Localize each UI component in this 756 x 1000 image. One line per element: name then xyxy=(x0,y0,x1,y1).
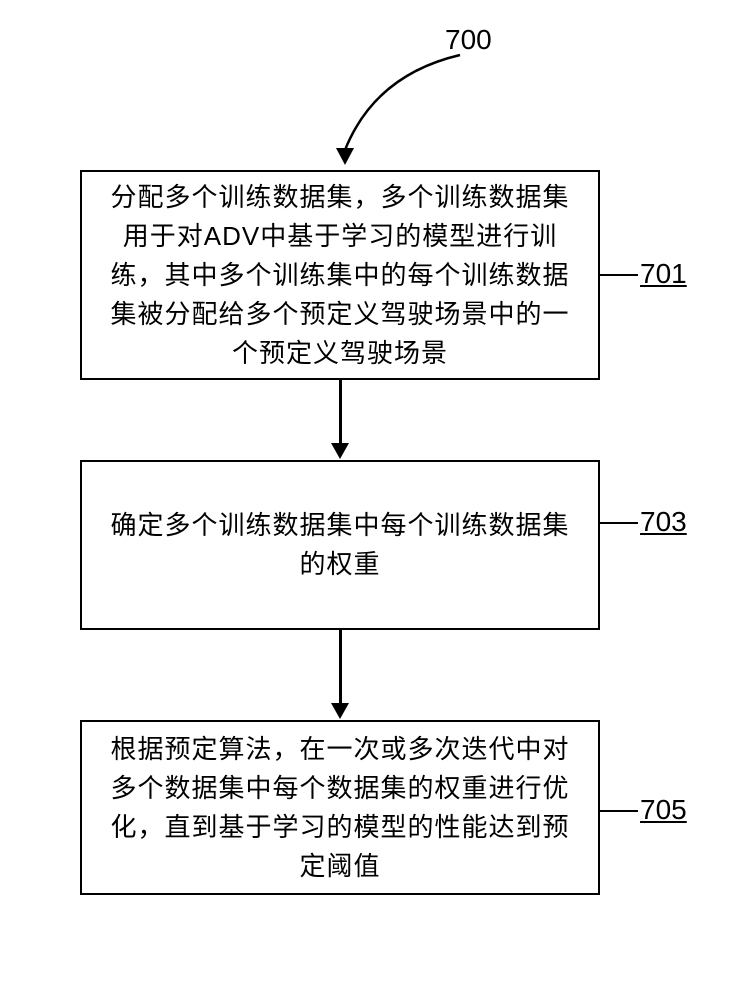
flowchart-box-703: 确定多个训练数据集中每个训练数据集的权重 xyxy=(80,460,600,630)
arrow-head-icon xyxy=(331,703,349,719)
leader-line xyxy=(600,268,640,282)
leader-line xyxy=(600,804,640,818)
arrow-line xyxy=(339,380,342,444)
arrow-head-icon xyxy=(331,443,349,459)
flowchart-box-701: 分配多个训练数据集，多个训练数据集用于对ADV中基于学习的模型进行训练，其中多个… xyxy=(80,170,600,380)
flowchart-box-text: 根据预定算法，在一次或多次迭代中对多个数据集中每个数据集的权重进行优化，直到基于… xyxy=(98,730,582,886)
leader-line xyxy=(600,516,640,530)
flowchart-box-text: 确定多个训练数据集中每个训练数据集的权重 xyxy=(98,506,582,584)
flowchart-box-705: 根据预定算法，在一次或多次迭代中对多个数据集中每个数据集的权重进行优化，直到基于… xyxy=(80,720,600,895)
step-id-label: 705 xyxy=(640,794,687,826)
arrow-line xyxy=(339,630,342,704)
flowchart-box-text: 分配多个训练数据集，多个训练数据集用于对ADV中基于学习的模型进行训练，其中多个… xyxy=(98,178,582,373)
step-id-label: 703 xyxy=(640,506,687,538)
step-id-label: 701 xyxy=(640,258,687,290)
